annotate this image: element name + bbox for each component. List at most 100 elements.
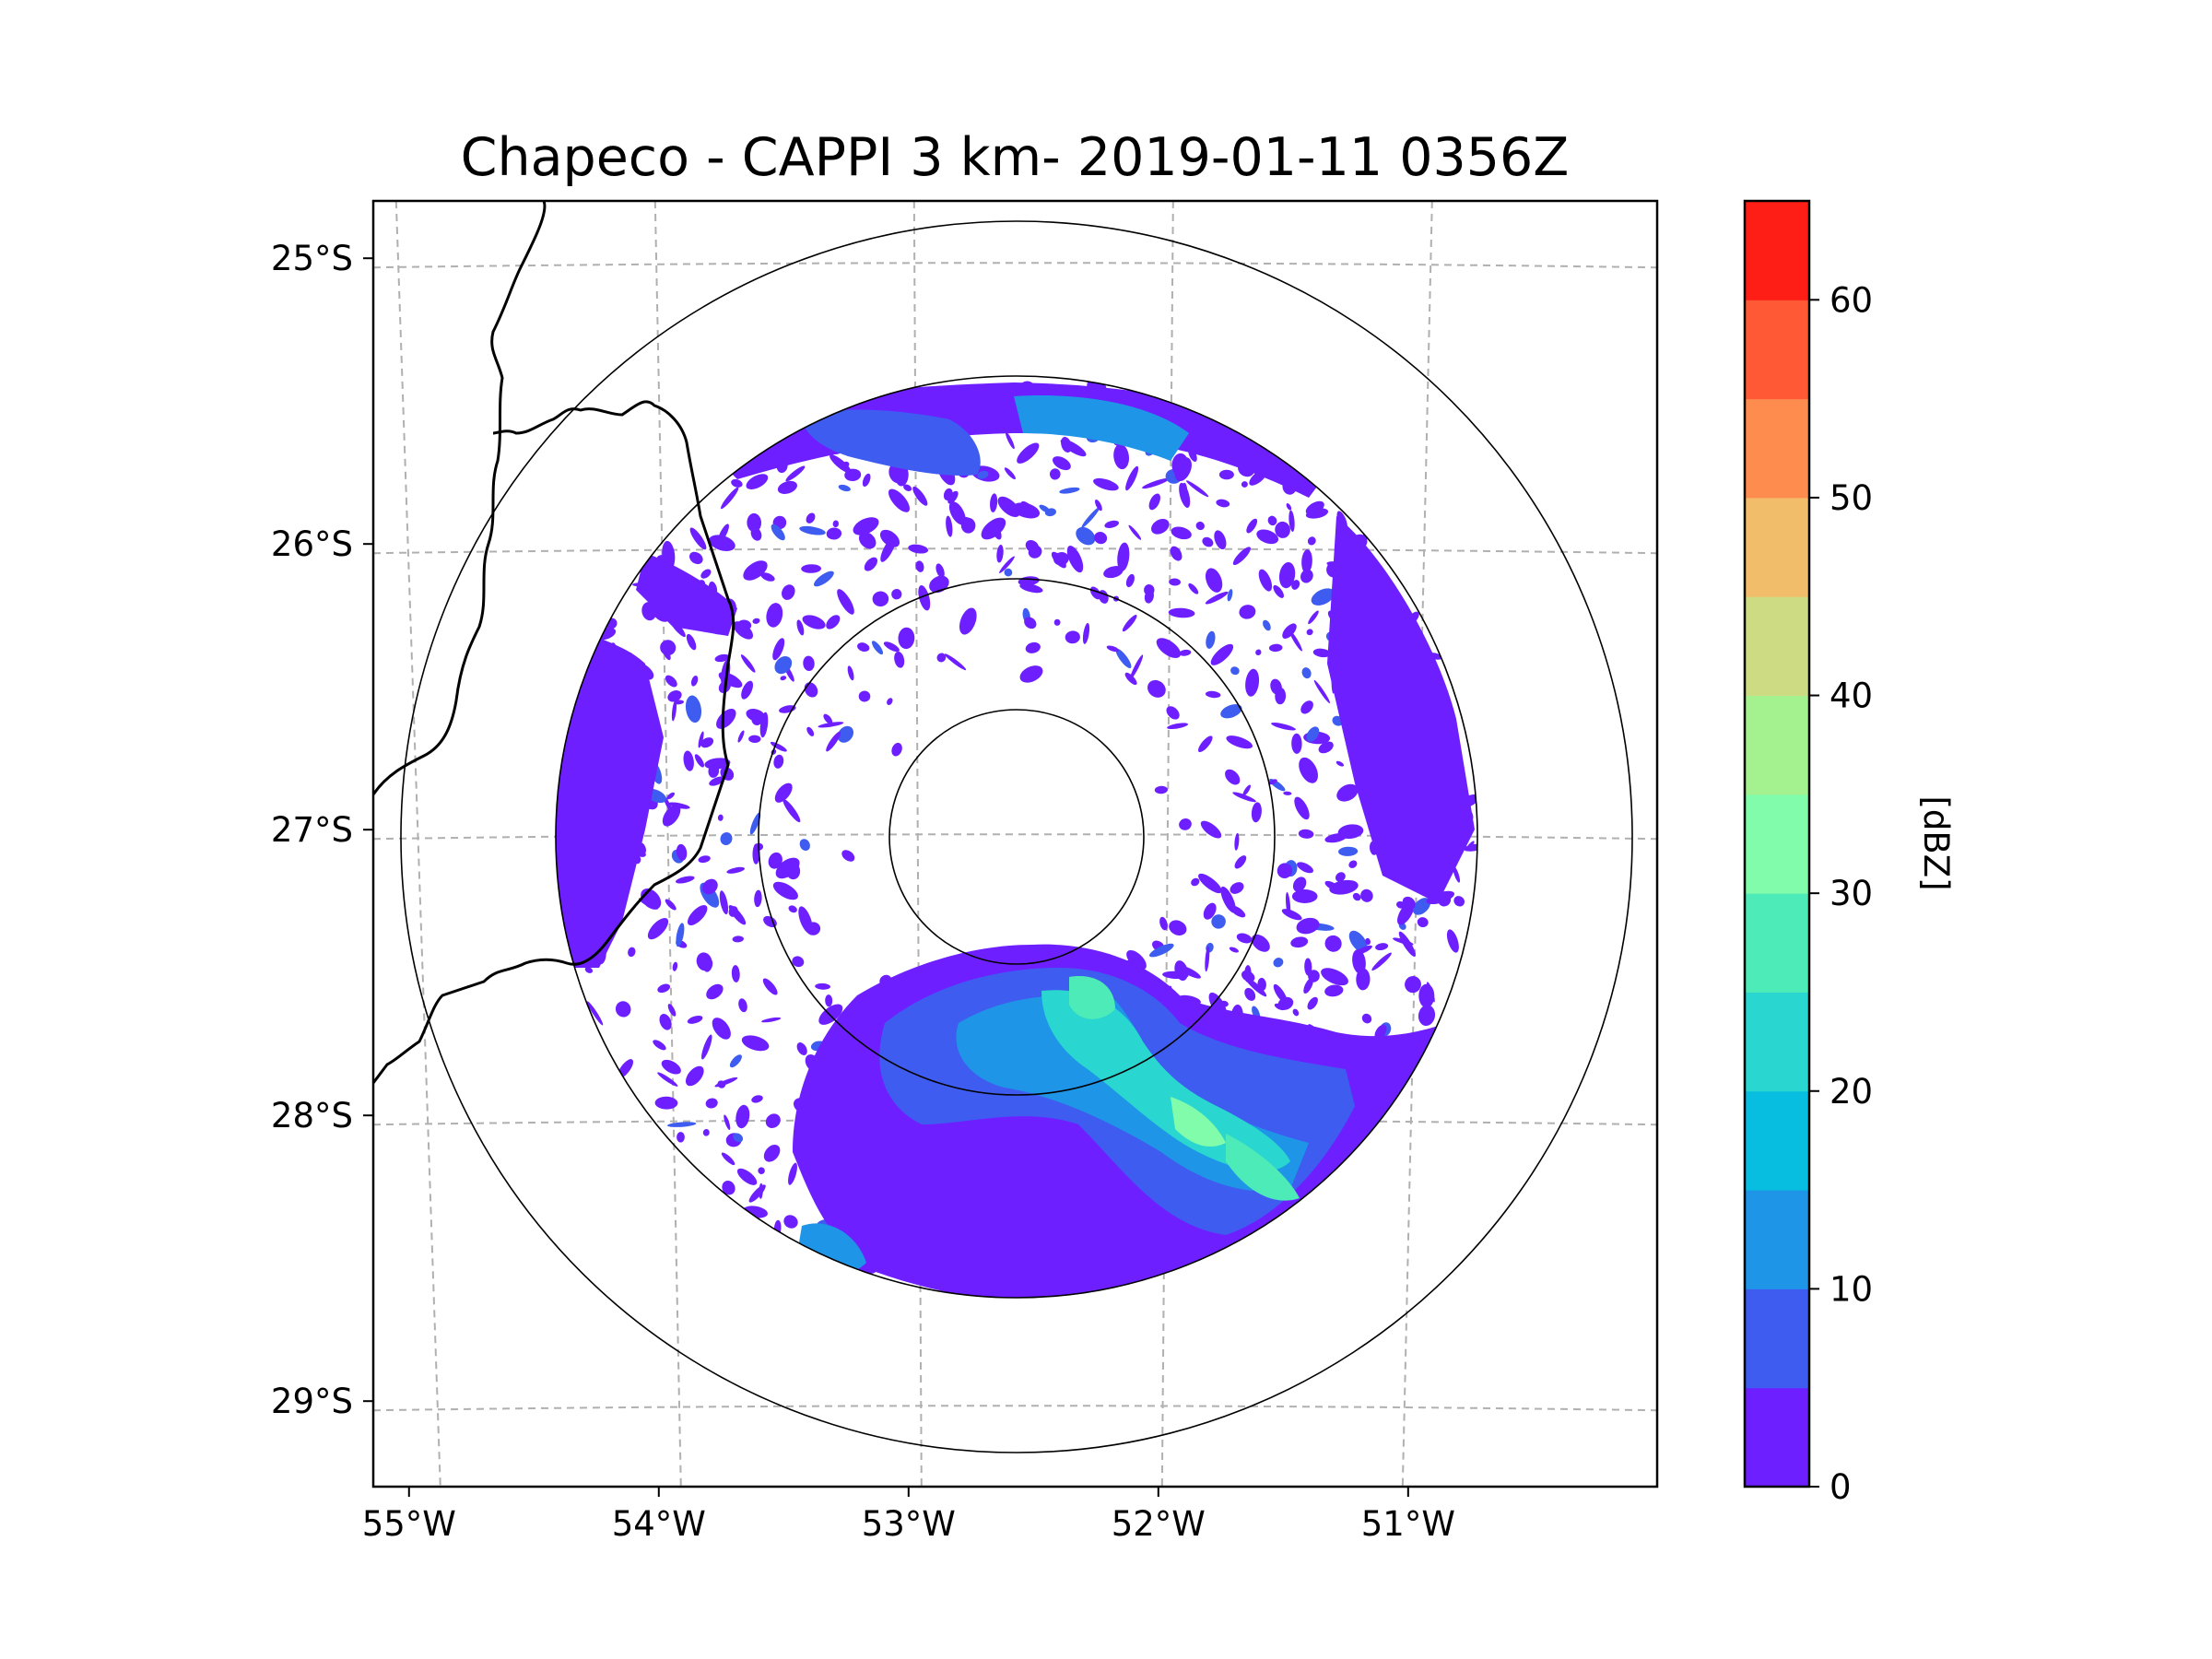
clutter-speck [714,653,730,663]
clutter-speck [657,983,671,994]
clutter-speck [666,792,676,800]
clutter-speck [661,1059,681,1075]
clutter-speck [1290,936,1309,948]
range-ring-1 [888,709,1145,965]
colorbar-level [1745,893,1809,993]
clutter-speck [1167,723,1189,730]
clutter-speck [1053,618,1061,626]
clutter-speck [799,525,826,535]
clutter-speck [888,488,911,512]
clutter-speck [1004,467,1016,480]
clutter-speck [1246,518,1258,534]
clutter-speck [1066,546,1084,573]
clutter-speck [1297,862,1313,874]
clutter-speck [1286,503,1292,511]
clutter-speck [783,1215,798,1229]
clutter-speck [1232,792,1256,803]
clutter-speck [947,490,959,504]
clutter-speck [1179,818,1192,830]
clutter-speck [1256,529,1279,545]
clutter-speck [1352,892,1361,901]
clutter-speck [826,615,841,629]
clutter-speck [871,641,884,655]
clutter-speck [735,1104,750,1129]
clutter-speck [1198,735,1213,753]
clutter-speck [1251,934,1270,952]
clutter-speck [1273,958,1284,968]
clutter-speck [1129,654,1144,680]
colorbar-level [1745,1090,1809,1191]
clutter-speck [883,641,900,653]
clutter-speck [687,905,708,925]
clutter-speck [864,557,877,571]
clutter-speck [1174,960,1188,982]
clutter-speck [628,947,636,958]
clutter-speck [1281,909,1302,921]
clutter-speck [685,1065,704,1087]
y-tick-label: 28°S [271,1096,353,1135]
colorbar-level [1745,794,1809,894]
range-ring-2 [758,578,1276,1096]
colorbar-level [1745,201,1809,300]
clutter-speck [709,535,735,551]
clutter-speck [1307,996,1318,1010]
clutter-speck [1230,666,1240,676]
clutter-speck [1275,688,1287,705]
clutter-speck [1202,536,1214,547]
clutter-speck [1412,898,1431,915]
clutter-speck [1095,500,1102,512]
clutter-speck [1125,465,1139,491]
clutter-speck [1200,820,1222,839]
clutter-speck [1361,1013,1372,1024]
clutter-speck [653,1040,666,1051]
clutter-speck [1115,648,1132,668]
clutter-speck [729,1054,742,1068]
clutter-speck [763,1144,781,1162]
clutter-speck [1082,622,1090,644]
colorbar-level [1745,1190,1809,1289]
x-tick-label: 51°W [1361,1504,1455,1544]
clutter-speck [1025,641,1041,653]
clutter-speck [737,619,752,630]
x-axis-ticks: 55°W 54°W 53°W 52°W 51°W [362,1487,1455,1544]
clutter-speck [1126,949,1147,971]
clutter-speck [738,998,747,1013]
clutter-speck [709,776,725,786]
clutter-speck [1296,917,1320,935]
clutter-speck [1191,877,1200,887]
clutter-speck [1171,526,1192,540]
clutter-speck [799,839,810,851]
clutter-speck [1292,877,1307,892]
clutter-speck [1453,896,1465,907]
clutter-speck [1006,431,1015,450]
clutter-speck [720,832,733,845]
clutter-speck [732,935,744,943]
clutter-speck [1335,872,1346,882]
clutter-speck [698,855,711,864]
clutter-speck [774,782,793,803]
clutter-speck [1308,970,1320,982]
clutter-speck [796,1042,807,1055]
clutter-speck [683,750,694,771]
clutter-speck [1306,726,1320,742]
clutter-speck [1274,1003,1286,1011]
colorbar-frame [1743,199,1811,1488]
clutter-speck [768,852,782,869]
x-tick-label: 52°W [1112,1504,1206,1544]
clutter-speck [1313,679,1331,704]
clutter-speck [1234,855,1247,869]
clutter-speck [1275,521,1290,538]
clutter-speck [825,994,833,1007]
clutter-speck [898,627,915,650]
clutter-speck [1169,578,1181,586]
clutter-speck [912,486,928,506]
clutter-speck [1402,896,1416,910]
clutter-speck [1465,841,1475,852]
clutter-speck [826,527,842,540]
clutter-speck [647,917,669,940]
clutter-speck [1305,500,1324,515]
colorbar-level [1745,992,1809,1092]
clutter-speck [785,862,801,880]
clutter-speck [717,814,724,821]
